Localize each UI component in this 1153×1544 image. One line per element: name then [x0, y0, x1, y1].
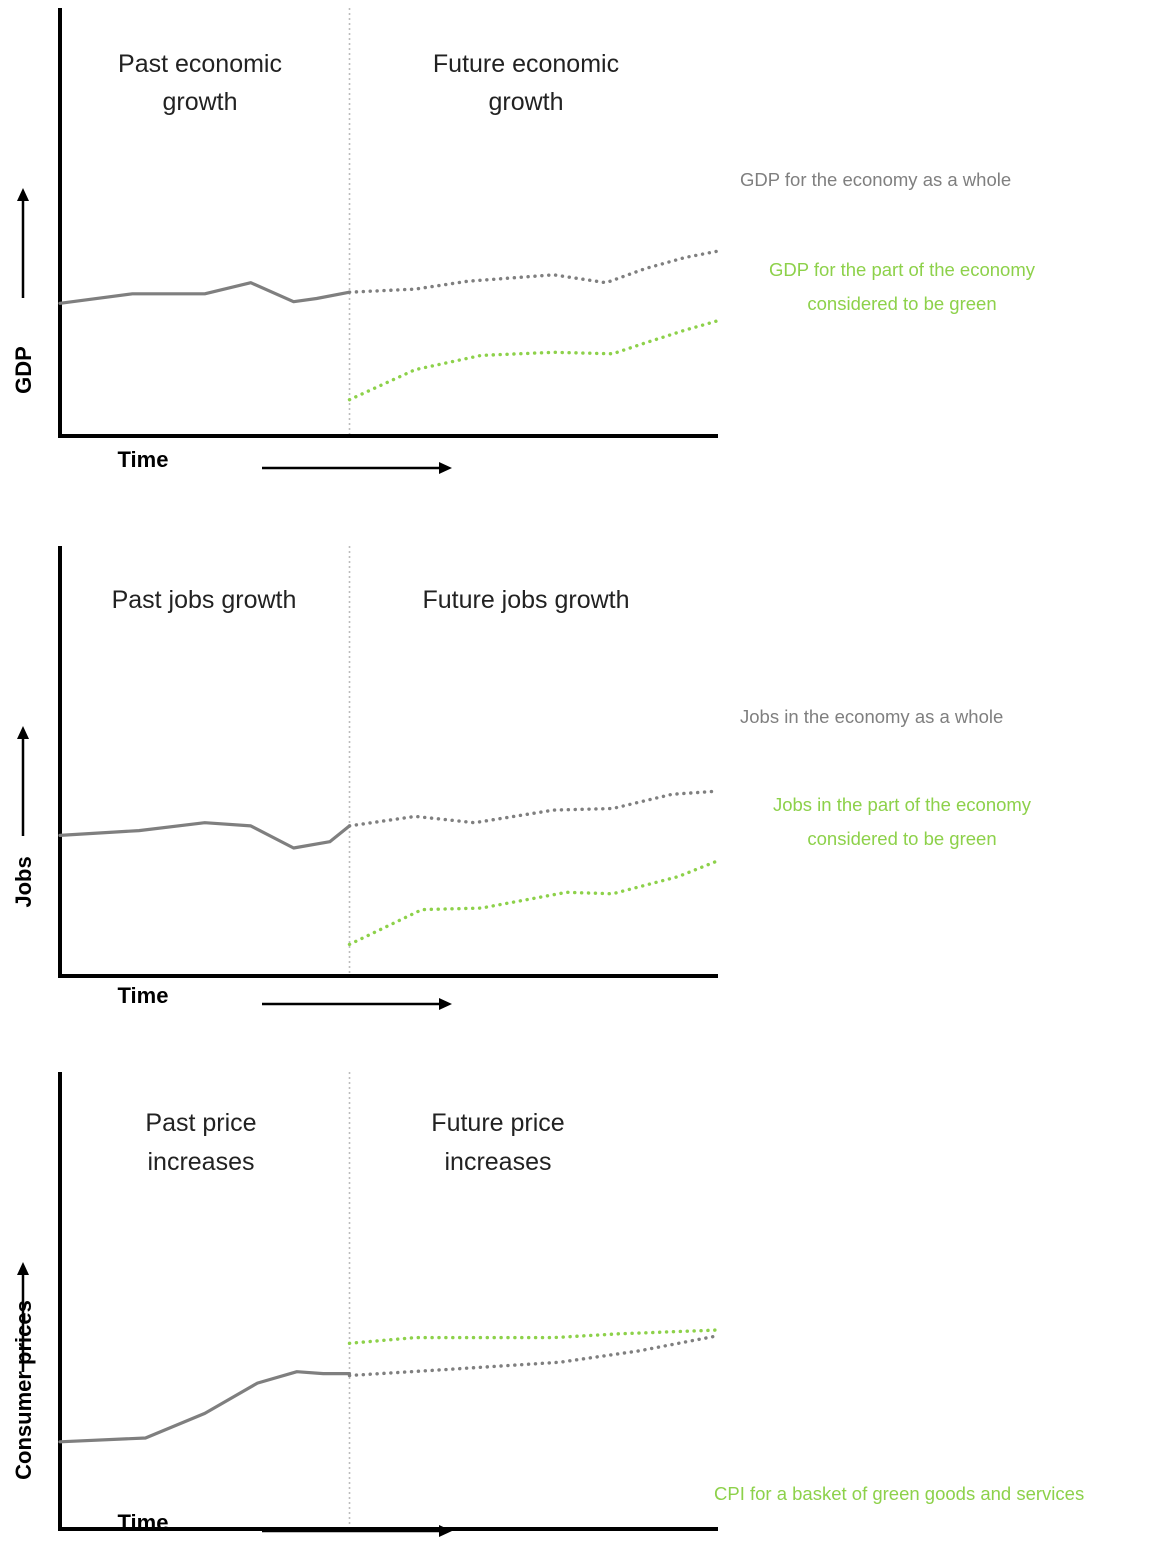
- region-heading-future-line-1: Future economic: [433, 50, 619, 78]
- chart-panel-3: Past price increases Future price increases…: [11, 1072, 1084, 1537]
- y-axis-label: GDP: [11, 346, 36, 394]
- arrow-right-icon: [439, 998, 452, 1010]
- arrow-right-icon: [439, 1525, 452, 1537]
- y-arrow: [17, 1262, 29, 1372]
- region-heading-future-line-2: increases: [445, 1148, 552, 1176]
- x-axis-label: Time: [118, 447, 169, 472]
- arrow-right-icon: [439, 462, 452, 474]
- series-line-whole-dotted: [347, 789, 720, 828]
- series-label-green-line-1: Jobs in the part of the economy: [773, 794, 1032, 815]
- x-axis-label: Time: [118, 1510, 169, 1535]
- chart-panel-1: Past economic growth Future economic growth…: [11, 8, 1036, 474]
- series-line-whole-solid: [58, 1370, 352, 1444]
- series-line-green-dotted: [347, 859, 720, 947]
- series-line-green-dotted: [347, 1328, 720, 1345]
- y-axis-label: Jobs: [11, 856, 36, 907]
- x-arrow: [262, 462, 452, 474]
- series-line-green-dotted: [347, 319, 720, 402]
- region-heading-past-line-1: Past price: [145, 1109, 256, 1137]
- arrow-up-icon: [17, 1262, 29, 1275]
- x-arrow: [262, 998, 452, 1010]
- y-axis-label: Consumer prices: [11, 1300, 36, 1480]
- region-heading-future-line-1: Future price: [431, 1109, 564, 1137]
- series-label-green-line-2: considered to be green: [807, 293, 996, 314]
- x-axis-label: Time: [118, 983, 169, 1008]
- series-label-green-line-1: GDP for the part of the economy: [769, 259, 1036, 280]
- region-heading-future-line-2: growth: [488, 88, 563, 116]
- series-line-whole-dotted: [347, 1334, 720, 1378]
- series-line-whole-solid: [58, 281, 352, 305]
- y-arrow: [17, 726, 29, 836]
- arrow-up-icon: [17, 188, 29, 201]
- series-label-green-line-1: CPI for a basket of green goods and serv…: [714, 1483, 1084, 1504]
- region-heading-past-line-1: Past jobs growth: [112, 586, 297, 614]
- chart-panel-2: Past jobs growth Future jobs growth Jobs Ti…: [11, 546, 1032, 1010]
- x-arrow: [262, 1525, 452, 1537]
- series-label-whole-line-1: Jobs in the economy as a whole: [740, 706, 1003, 727]
- series-label-green-line-2: considered to be green: [807, 828, 996, 849]
- arrow-up-icon: [17, 726, 29, 739]
- series-label-whole-line-1: GDP for the economy as a whole: [740, 169, 1011, 190]
- region-heading-past-line-2: growth: [162, 88, 237, 116]
- region-heading-past-line-2: increases: [148, 1148, 255, 1176]
- series-line-whole-solid: [58, 821, 352, 850]
- region-heading-past-line-1: Past economic: [118, 50, 282, 78]
- region-heading-future-line-1: Future jobs growth: [422, 586, 629, 614]
- series-line-whole-dotted: [347, 249, 720, 294]
- y-arrow: [17, 188, 29, 298]
